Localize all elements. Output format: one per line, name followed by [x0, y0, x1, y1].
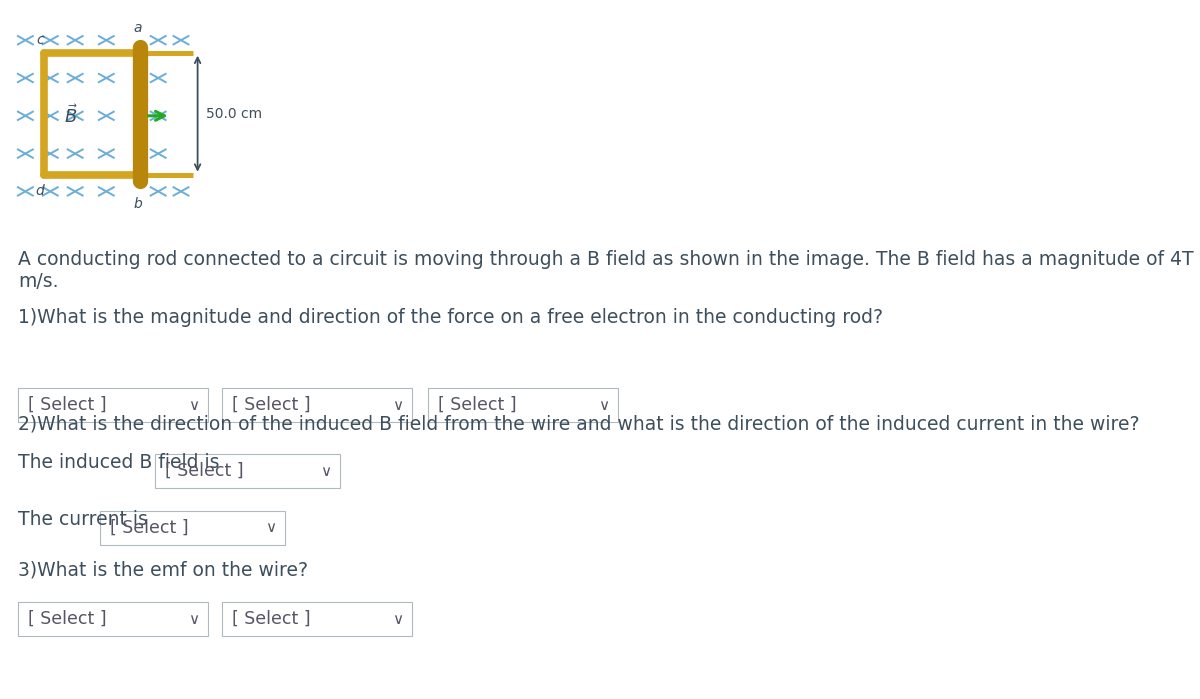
Text: m/s.: m/s. [18, 272, 59, 291]
Text: The induced B field is: The induced B field is [18, 453, 220, 472]
Text: d: d [36, 185, 44, 199]
Bar [222, 602, 412, 636]
Text: [ Select ]: [ Select ] [438, 396, 517, 414]
Text: ∨: ∨ [392, 398, 403, 412]
Bar [18, 388, 208, 422]
Text: ∨: ∨ [188, 398, 199, 412]
Bar [155, 454, 340, 488]
Text: 3)What is the emf on the wire?: 3)What is the emf on the wire? [18, 560, 308, 579]
Text: ∨: ∨ [320, 463, 331, 479]
Text: [ Select ]: [ Select ] [28, 610, 107, 628]
Text: ∨: ∨ [265, 521, 276, 535]
Text: A conducting rod connected to a circuit is moving through a B field as shown in : A conducting rod connected to a circuit … [18, 250, 1200, 269]
Text: [ Select ]: [ Select ] [232, 396, 311, 414]
Bar [428, 388, 618, 422]
Text: b: b [133, 197, 142, 211]
Text: [ Select ]: [ Select ] [166, 462, 244, 480]
Text: $\vec{B}$: $\vec{B}$ [64, 104, 78, 127]
Text: The current is: The current is [18, 510, 148, 529]
Text: [ Select ]: [ Select ] [110, 519, 188, 537]
Text: ∨: ∨ [599, 398, 610, 412]
Text: [ Select ]: [ Select ] [232, 610, 311, 628]
Text: ∨: ∨ [188, 612, 199, 626]
Bar [18, 602, 208, 636]
Text: 1)What is the magnitude and direction of the force on a free electron in the con: 1)What is the magnitude and direction of… [18, 308, 883, 327]
Text: $v$: $v$ [136, 87, 148, 102]
Text: a: a [133, 20, 142, 34]
Text: ∨: ∨ [392, 612, 403, 626]
Bar [222, 388, 412, 422]
Text: c: c [36, 33, 43, 48]
Bar [100, 511, 286, 545]
Text: 2)What is the direction of the induced B field from the wire and what is the dir: 2)What is the direction of the induced B… [18, 415, 1140, 434]
Text: [ Select ]: [ Select ] [28, 396, 107, 414]
Text: 50.0 cm: 50.0 cm [206, 107, 262, 121]
